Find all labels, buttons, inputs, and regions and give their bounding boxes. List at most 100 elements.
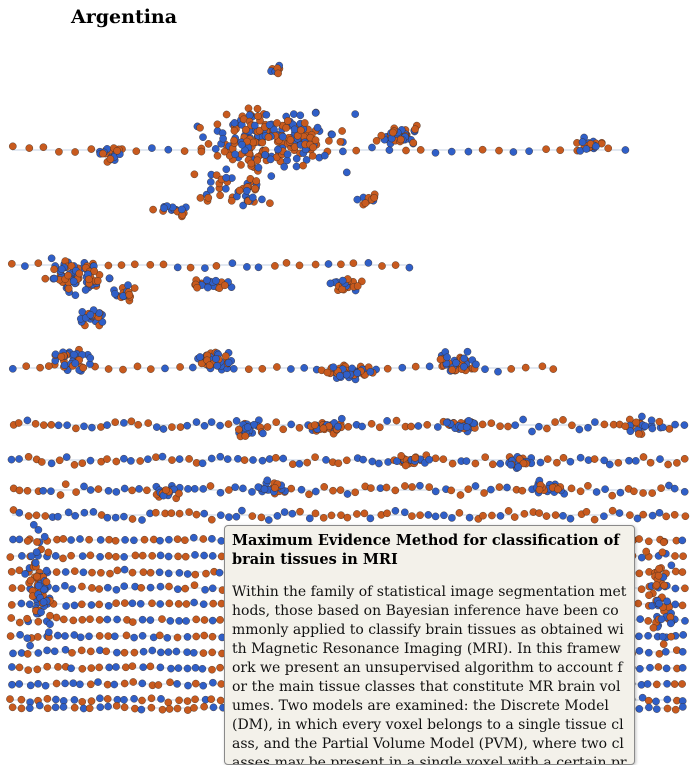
author-node[interactable] bbox=[297, 126, 305, 135]
author-node[interactable] bbox=[192, 418, 201, 426]
author-node[interactable] bbox=[336, 137, 345, 146]
author-node[interactable] bbox=[120, 565, 129, 574]
author-node[interactable] bbox=[209, 678, 217, 687]
author-node[interactable] bbox=[120, 553, 128, 561]
author-node[interactable] bbox=[128, 515, 137, 523]
author-node[interactable] bbox=[680, 454, 689, 463]
author-node[interactable] bbox=[51, 703, 60, 712]
author-node[interactable] bbox=[648, 511, 657, 520]
author-node[interactable] bbox=[234, 454, 242, 463]
author-node[interactable] bbox=[201, 586, 209, 594]
author-node[interactable] bbox=[425, 455, 434, 464]
author-node[interactable] bbox=[147, 703, 156, 712]
author-node[interactable] bbox=[678, 601, 687, 610]
author-node[interactable] bbox=[274, 145, 282, 154]
author-node[interactable] bbox=[117, 261, 126, 269]
author-node[interactable] bbox=[504, 507, 513, 515]
author-node[interactable] bbox=[8, 601, 16, 609]
author-node[interactable] bbox=[103, 615, 112, 624]
author-node[interactable] bbox=[425, 362, 434, 371]
author-node[interactable] bbox=[367, 484, 375, 492]
author-node[interactable] bbox=[292, 154, 301, 163]
author-node[interactable] bbox=[9, 364, 17, 373]
author-node[interactable] bbox=[229, 364, 238, 373]
author-node[interactable] bbox=[258, 195, 266, 204]
author-node[interactable] bbox=[203, 283, 212, 292]
author-node[interactable] bbox=[200, 616, 209, 624]
author-node[interactable] bbox=[183, 648, 191, 657]
author-node[interactable] bbox=[155, 631, 164, 640]
author-node[interactable] bbox=[105, 663, 113, 672]
author-node[interactable] bbox=[634, 599, 643, 608]
author-node[interactable] bbox=[67, 664, 75, 673]
author-node[interactable] bbox=[251, 184, 259, 193]
author-node[interactable] bbox=[262, 111, 271, 119]
author-node[interactable] bbox=[87, 664, 96, 672]
author-node[interactable] bbox=[283, 150, 292, 159]
author-node[interactable] bbox=[220, 281, 229, 290]
author-node[interactable] bbox=[69, 616, 78, 625]
author-node[interactable] bbox=[97, 569, 105, 577]
author-node[interactable] bbox=[173, 680, 181, 688]
author-node[interactable] bbox=[175, 455, 184, 463]
author-node[interactable] bbox=[199, 485, 207, 493]
author-node[interactable] bbox=[358, 422, 366, 431]
author-node[interactable] bbox=[72, 488, 80, 496]
author-node[interactable] bbox=[8, 663, 16, 671]
author-node[interactable] bbox=[678, 664, 687, 672]
author-node[interactable] bbox=[234, 425, 243, 434]
author-node[interactable] bbox=[185, 455, 193, 463]
author-node[interactable] bbox=[202, 569, 210, 578]
author-node[interactable] bbox=[278, 132, 287, 141]
author-node[interactable] bbox=[525, 147, 533, 155]
author-node[interactable] bbox=[106, 569, 114, 578]
author-node[interactable] bbox=[7, 455, 16, 464]
author-node[interactable] bbox=[349, 259, 358, 268]
author-node[interactable] bbox=[15, 618, 24, 627]
author-node[interactable] bbox=[464, 147, 473, 156]
author-node[interactable] bbox=[366, 368, 375, 376]
author-node[interactable] bbox=[206, 185, 215, 194]
author-node[interactable] bbox=[8, 680, 16, 689]
author-node[interactable] bbox=[119, 365, 127, 374]
author-node[interactable] bbox=[26, 641, 34, 650]
author-node[interactable] bbox=[128, 486, 136, 495]
author-node[interactable] bbox=[566, 514, 575, 523]
author-node[interactable] bbox=[311, 109, 320, 117]
author-node[interactable] bbox=[320, 151, 329, 160]
author-node[interactable] bbox=[644, 632, 652, 640]
author-node[interactable] bbox=[188, 363, 197, 372]
author-node[interactable] bbox=[652, 697, 660, 706]
author-node[interactable] bbox=[401, 482, 409, 490]
author-node[interactable] bbox=[122, 663, 130, 672]
author-node[interactable] bbox=[62, 602, 70, 610]
author-node[interactable] bbox=[645, 591, 653, 600]
author-node[interactable] bbox=[56, 491, 65, 499]
author-node[interactable] bbox=[353, 195, 362, 204]
author-node[interactable] bbox=[199, 600, 208, 609]
author-node[interactable] bbox=[313, 123, 322, 132]
author-node[interactable] bbox=[25, 600, 34, 609]
author-node[interactable] bbox=[208, 665, 216, 674]
author-node[interactable] bbox=[68, 585, 76, 593]
author-node[interactable] bbox=[164, 569, 173, 578]
author-node[interactable] bbox=[175, 509, 184, 518]
author-node[interactable] bbox=[658, 548, 667, 557]
author-node[interactable] bbox=[671, 552, 679, 560]
author-node[interactable] bbox=[146, 365, 155, 373]
author-node[interactable] bbox=[252, 177, 261, 185]
author-node[interactable] bbox=[85, 535, 93, 544]
author-node[interactable] bbox=[138, 679, 147, 688]
author-node[interactable] bbox=[155, 568, 164, 577]
author-node[interactable] bbox=[407, 422, 415, 431]
author-node[interactable] bbox=[27, 552, 36, 560]
author-node[interactable] bbox=[455, 509, 464, 517]
author-node[interactable] bbox=[6, 695, 14, 703]
author-node[interactable] bbox=[164, 698, 173, 707]
author-node[interactable] bbox=[584, 423, 592, 432]
author-node[interactable] bbox=[94, 277, 102, 285]
author-node[interactable] bbox=[134, 420, 142, 429]
author-node[interactable] bbox=[106, 155, 115, 163]
author-node[interactable] bbox=[258, 456, 267, 465]
author-node[interactable] bbox=[183, 664, 192, 673]
